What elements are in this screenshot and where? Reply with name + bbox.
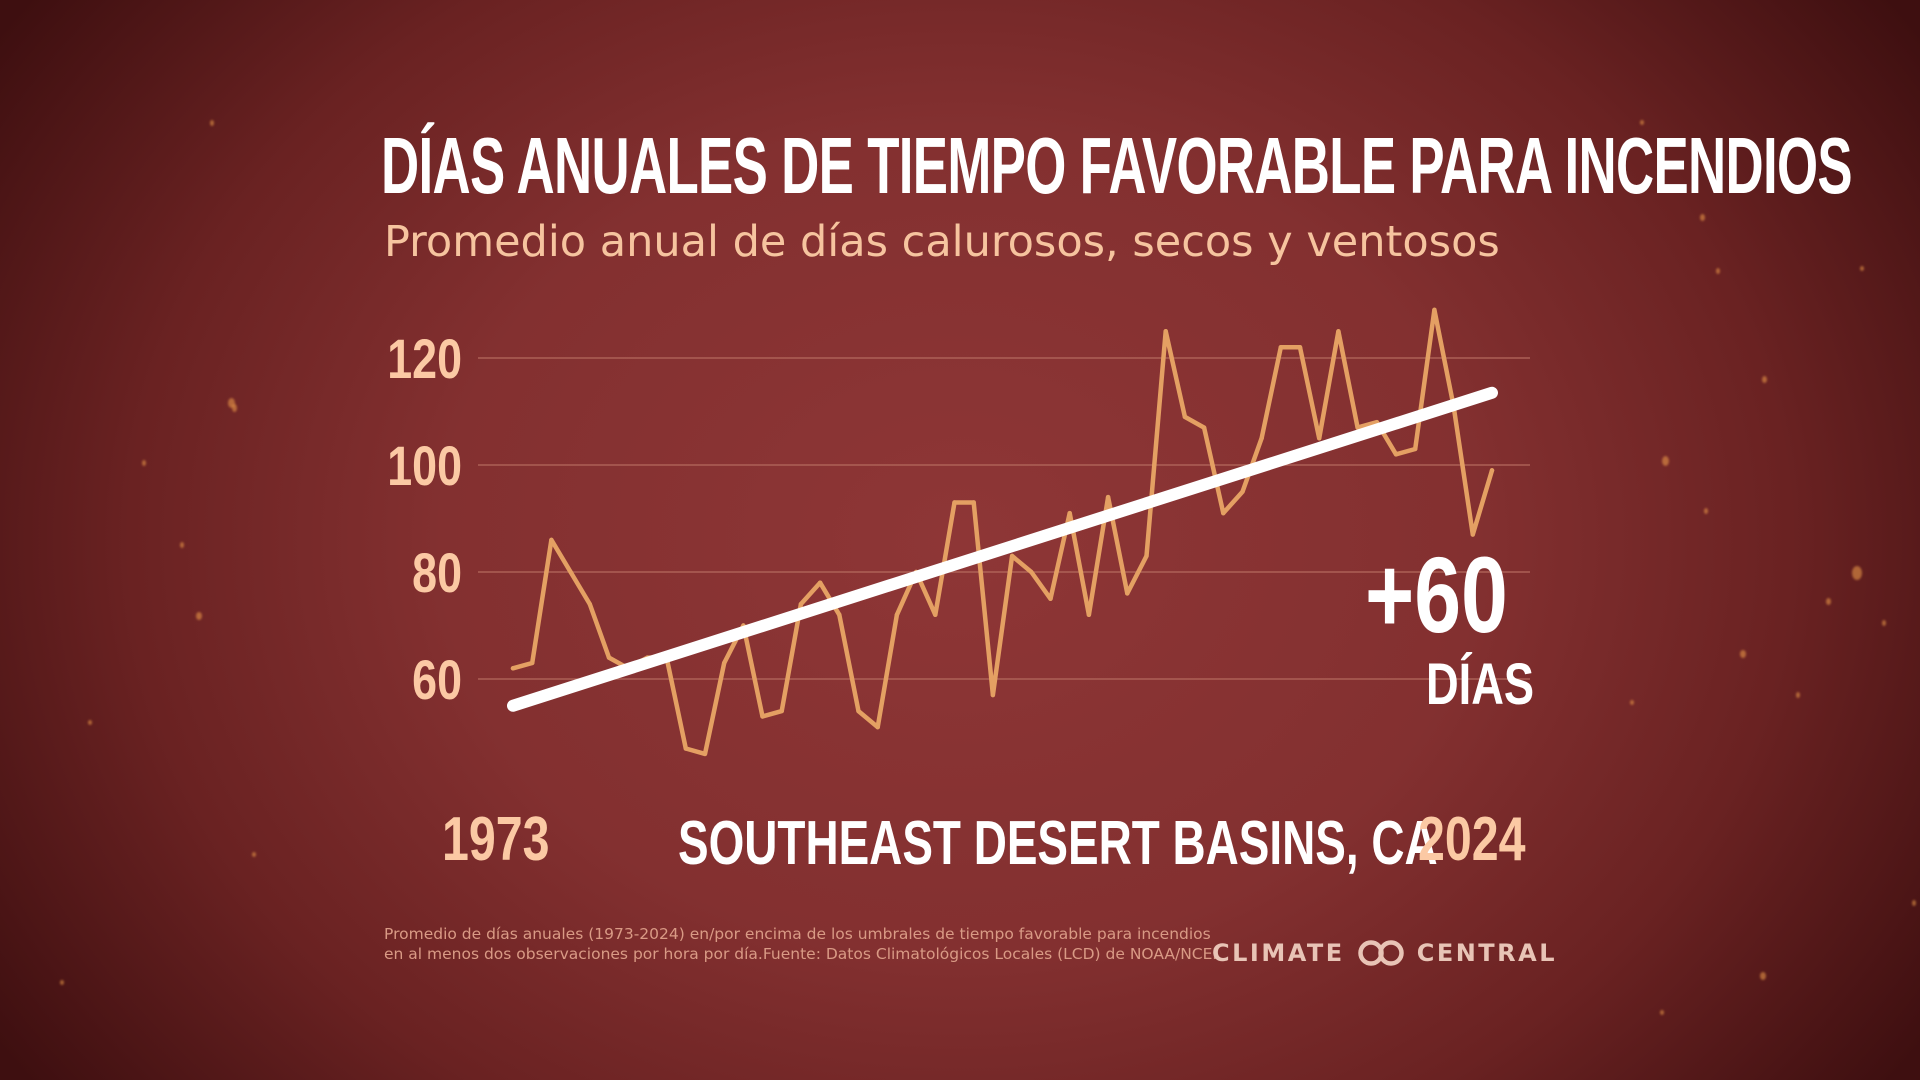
ember-dot xyxy=(196,612,202,620)
ember-dot xyxy=(1716,268,1720,274)
climate-central-logo: CLIMATE CENTRAL xyxy=(1212,936,1557,970)
data-point-1990 xyxy=(837,612,842,617)
data-point-1975 xyxy=(549,537,554,543)
ember-dot xyxy=(1740,650,1746,658)
trend-change-unit: DÍAS xyxy=(1426,652,1535,717)
brand-right: CENTRAL xyxy=(1416,939,1558,967)
data-point-1973 xyxy=(510,666,516,671)
y-tick-label-80: 80 xyxy=(412,541,462,604)
ember-dot xyxy=(1662,456,1669,466)
data-point-1993 xyxy=(894,612,900,617)
data-point-2015 xyxy=(1317,436,1322,441)
footnote-line-1: Promedio de días anuales (1973-2024) en/… xyxy=(384,925,1211,943)
ember-dot xyxy=(1704,508,1708,514)
data-point-2012 xyxy=(1259,436,1264,441)
data-point-2003 xyxy=(1086,612,1092,617)
footnote-line-2: en al menos dos observaciones por hora p… xyxy=(384,945,1217,963)
page-subtitle: Promedio anual de días calurosos, secos … xyxy=(384,217,1500,267)
ember-dot xyxy=(252,852,256,857)
data-point-2019 xyxy=(1393,452,1399,457)
location-label: SOUTHEAST DESERT BASINS, CA xyxy=(678,809,1438,878)
ember-dot xyxy=(1640,120,1644,125)
data-point-1977 xyxy=(587,601,592,607)
data-point-2006 xyxy=(1144,553,1149,559)
ember-dot xyxy=(1860,266,1864,271)
ember-dot xyxy=(1660,1010,1664,1015)
data-point-2000 xyxy=(1029,569,1034,575)
start-year-label: 1973 xyxy=(442,805,550,874)
data-point-1989 xyxy=(817,580,823,585)
data-point-2009 xyxy=(1201,425,1207,430)
ember-dot xyxy=(88,720,92,725)
data-point-2010 xyxy=(1221,510,1226,516)
ember-dot xyxy=(1826,598,1831,605)
ember-dot xyxy=(232,404,237,412)
brand-left: CLIMATE xyxy=(1212,939,1345,967)
data-point-2004 xyxy=(1105,494,1111,500)
data-point-2002 xyxy=(1067,510,1072,516)
data-point-1984 xyxy=(721,660,727,666)
data-point-1991 xyxy=(856,708,861,714)
trend-line xyxy=(507,386,1498,712)
y-axis-ticks: 60 80 100 120 xyxy=(387,327,462,711)
data-point-2008 xyxy=(1182,414,1188,420)
data-point-2007 xyxy=(1163,329,1168,334)
data-point-2011 xyxy=(1240,489,1245,494)
linked-rings-icon xyxy=(1357,940,1404,966)
y-tick-label-100: 100 xyxy=(387,434,462,497)
data-point-2005 xyxy=(1125,591,1130,596)
ember-dot xyxy=(1630,700,1634,705)
data-point-1976 xyxy=(568,569,573,575)
ember-dot xyxy=(1852,566,1862,580)
data-point-1995 xyxy=(933,612,938,617)
data-point-2013 xyxy=(1278,345,1284,350)
data-point-1988 xyxy=(798,601,804,607)
data-point-1982 xyxy=(683,746,688,751)
ember-dot xyxy=(60,980,64,985)
data-point-2014 xyxy=(1297,345,1303,350)
data-point-1992 xyxy=(875,724,880,730)
ember-dot xyxy=(228,398,235,408)
end-year-label: 2024 xyxy=(1418,805,1526,874)
data-point-2021 xyxy=(1432,307,1437,313)
footnote: Promedio de días anuales (1973-2024) en/… xyxy=(384,924,1284,964)
gridlines xyxy=(478,357,1530,680)
data-point-2023 xyxy=(1470,532,1476,537)
data-point-1998 xyxy=(990,692,996,698)
data-point-1999 xyxy=(1009,553,1015,559)
data-point-2016 xyxy=(1336,329,1341,334)
data-point-2020 xyxy=(1413,446,1418,452)
ember-dot xyxy=(1796,692,1800,698)
data-point-2024 xyxy=(1489,468,1495,473)
y-tick-label-120: 120 xyxy=(387,327,462,390)
ember-dot xyxy=(210,120,214,126)
data-point-2017 xyxy=(1355,425,1360,430)
ember-dot xyxy=(1762,376,1767,383)
ember-dot xyxy=(1912,900,1916,906)
trend-change-value: +60 xyxy=(1365,534,1508,655)
ember-dot xyxy=(1882,620,1886,626)
data-point-1996 xyxy=(952,500,957,505)
data-point-1987 xyxy=(779,708,784,714)
y-tick-label-60: 60 xyxy=(412,648,462,711)
data-point-1997 xyxy=(971,500,976,505)
ember-dot xyxy=(1760,972,1766,980)
data-point-2001 xyxy=(1048,596,1053,601)
series-line-fire-weather-days xyxy=(510,307,1495,757)
data-point-1978 xyxy=(606,655,612,660)
ember-dot xyxy=(1700,214,1705,221)
data-point-1983 xyxy=(702,751,708,757)
data-point-1986 xyxy=(760,714,765,719)
ember-dot xyxy=(180,542,184,548)
data-point-1974 xyxy=(529,660,535,666)
ember-dot xyxy=(142,460,146,466)
